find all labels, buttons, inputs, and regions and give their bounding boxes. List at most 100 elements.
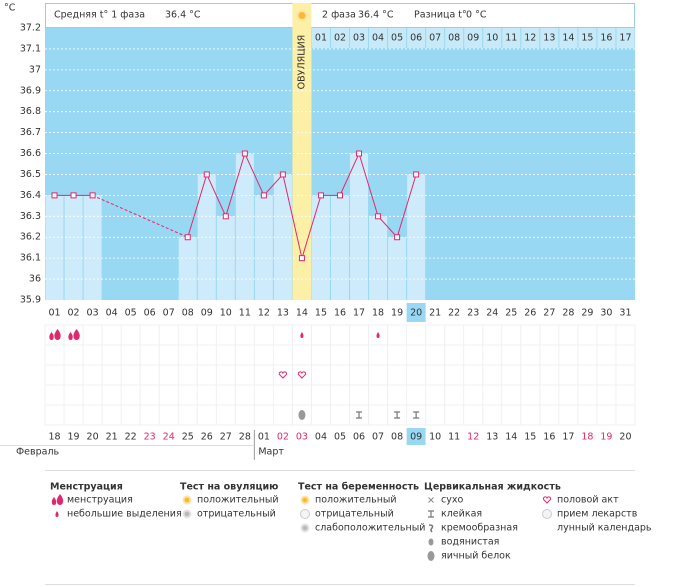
- phase2-cell: [426, 28, 445, 48]
- x-tick-label: 08: [182, 308, 194, 319]
- cream-icon: [428, 524, 434, 533]
- x-tick-label: 03: [87, 308, 99, 319]
- calendar-date: 15: [524, 432, 536, 443]
- temp-column: [350, 153, 369, 300]
- y-tick-label: 37: [29, 64, 41, 75]
- phase2-cell: [445, 28, 464, 48]
- temp-point: [394, 234, 401, 241]
- ovulation-column: [292, 3, 312, 300]
- temp-point: [222, 213, 229, 220]
- x-tick-label: 29: [581, 308, 593, 319]
- phase2-day: 01: [315, 33, 327, 44]
- x-tick-label: 06: [144, 308, 156, 319]
- calendar-date: 17: [562, 432, 574, 443]
- calendar-date: 19: [600, 432, 612, 443]
- dry-icon: [428, 497, 434, 503]
- legend-item: отрицательный: [197, 509, 276, 520]
- x-tick-label: 02: [68, 308, 80, 319]
- phase2-cell: [407, 28, 426, 48]
- phase2-day: 02: [334, 33, 346, 44]
- calendar-date: 12: [467, 432, 479, 443]
- x-tick-label: 21: [429, 308, 441, 319]
- legend-item: сухо: [441, 495, 463, 506]
- temp-point: [356, 150, 363, 157]
- month-label: Март: [258, 447, 284, 458]
- phase2-cell: [330, 28, 350, 48]
- legend-item: яичный белок: [441, 551, 511, 562]
- ovulation-label: ОВУЛЯЦИЯ: [296, 35, 307, 90]
- temp-point: [184, 234, 191, 241]
- y-tick-label: 36.4: [20, 190, 41, 201]
- phase2-day: 03: [353, 33, 365, 44]
- temp-column: [388, 237, 407, 300]
- x-tick-label: 11: [239, 308, 251, 319]
- today-cell: [406, 428, 426, 445]
- calendar-date: 23: [144, 432, 156, 443]
- x-tick-label: 30: [600, 308, 612, 319]
- y-tick-label: 36.9: [20, 85, 41, 96]
- temp-point: [317, 192, 324, 199]
- y-tick-label: 36.3: [20, 211, 41, 222]
- phase2-cell: [597, 28, 616, 48]
- x-tick-label: 27: [543, 308, 555, 319]
- x-tick-label: 10: [220, 308, 232, 319]
- gap-connector: [92, 194, 188, 238]
- calendar-date: 05: [334, 432, 346, 443]
- temp-column: [178, 237, 197, 300]
- phase2-cell: [521, 28, 540, 48]
- calendar-date: 20: [619, 432, 631, 443]
- temp-point: [241, 150, 248, 157]
- x-tick-label: 19: [391, 308, 403, 319]
- phase2-cell: [350, 28, 369, 48]
- calendar-date: 21: [106, 432, 118, 443]
- x-tick-label: 12: [258, 308, 270, 319]
- phase2-cell: [464, 28, 483, 48]
- x-tick-label: 23: [467, 308, 479, 319]
- phase2-cell: [388, 28, 407, 48]
- calendar-date: 18: [48, 432, 60, 443]
- x-tick-label: 26: [524, 308, 536, 319]
- temp-column: [254, 195, 273, 300]
- temp-point: [51, 192, 58, 199]
- x-tick-label: 05: [125, 308, 137, 319]
- legend-item: отрицательный: [315, 509, 394, 520]
- today-cell: [406, 303, 426, 322]
- y-tick-label: 37.2: [20, 23, 41, 34]
- calendar-date: 02: [277, 432, 289, 443]
- calendar-date: 10: [429, 432, 441, 443]
- diff-label: Разница t°: [414, 10, 467, 21]
- legend-title: Тест на беременность: [298, 482, 419, 493]
- calendar-date: 11: [448, 432, 460, 443]
- calendar-date: 01: [258, 432, 270, 443]
- x-tick-label: 15: [315, 308, 327, 319]
- phase2-cell: [483, 28, 502, 48]
- phase2-day: 13: [543, 33, 555, 44]
- sun-icon: [300, 495, 310, 505]
- calendar-date: 08: [391, 432, 403, 443]
- temp-column: [235, 153, 254, 300]
- calendar-date: 27: [220, 432, 232, 443]
- phase2-day: 17: [619, 33, 631, 44]
- x-tick-label: 14: [296, 308, 308, 319]
- calendar-date: 19: [68, 432, 80, 443]
- phase2-cell: [311, 28, 330, 48]
- x-tick-label: 01: [48, 308, 60, 319]
- y-tick-label: 36.1: [20, 253, 41, 264]
- sun-icon: [296, 10, 308, 21]
- x-tick-label: 13: [277, 308, 289, 319]
- temp-point: [89, 192, 96, 199]
- x-tick-label: 31: [619, 308, 631, 319]
- phase2-day: 05: [391, 33, 403, 44]
- legend-title: Тест на овуляцию: [180, 482, 278, 493]
- drop-icon: [54, 329, 61, 340]
- y-tick-label: 36.2: [20, 232, 41, 243]
- phase2-cell: [559, 28, 578, 48]
- temp-point: [337, 192, 343, 199]
- legend-title: Менструация: [50, 482, 123, 493]
- calendar-date: 06: [353, 432, 365, 443]
- y-tick-label: 36.7: [20, 127, 41, 138]
- legend-item: половой акт: [557, 495, 619, 506]
- drop-icon: [49, 332, 54, 340]
- drop-icon: [55, 511, 59, 517]
- calendar-date: 18: [581, 432, 593, 443]
